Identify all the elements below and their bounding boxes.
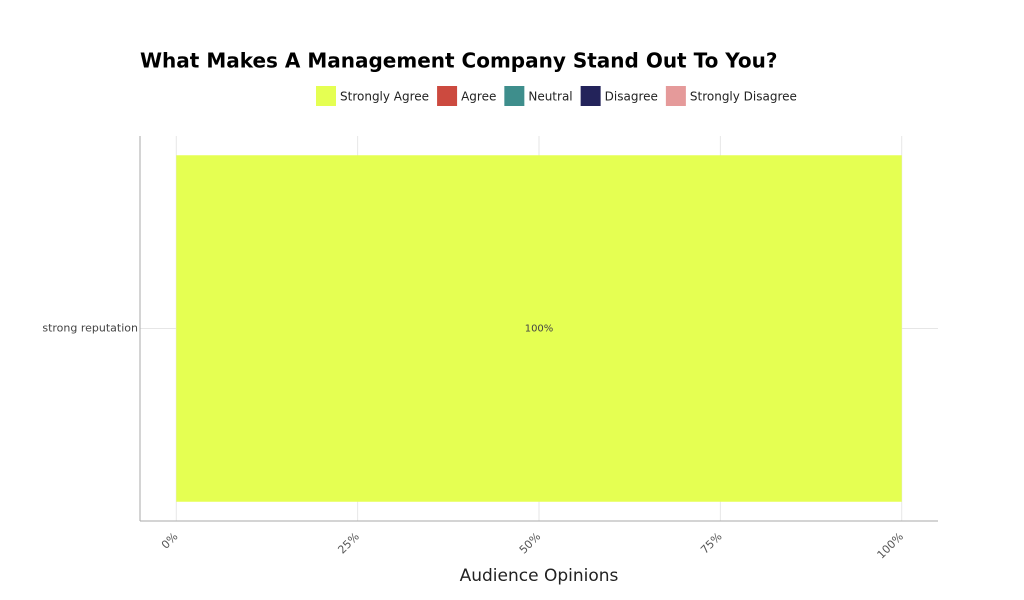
y-tick-label: strong reputation	[42, 322, 138, 335]
legend-label: Strongly Disagree	[690, 90, 797, 104]
x-tick-label: 25%	[335, 530, 361, 556]
x-axis-title: Audience Opinions	[460, 566, 619, 586]
legend-label: Agree	[461, 90, 496, 104]
legend-swatch	[504, 86, 525, 106]
x-tick-label: 50%	[517, 530, 543, 556]
legend-label: Neutral	[528, 90, 572, 104]
legend-swatch	[437, 86, 458, 106]
legend-swatch	[316, 86, 336, 106]
x-tick-label: 75%	[698, 530, 724, 556]
x-tick-label: 0%	[159, 530, 181, 552]
legend-swatch	[580, 86, 601, 106]
bar-segment	[176, 155, 902, 502]
legend-label: Strongly Agree	[340, 90, 429, 104]
legend-label: Disagree	[605, 90, 658, 104]
chart-title: What Makes A Management Company Stand Ou…	[140, 49, 778, 73]
legend-swatch	[665, 86, 686, 106]
data-label: 100%	[525, 324, 554, 335]
x-tick-label: 100%	[875, 530, 906, 561]
